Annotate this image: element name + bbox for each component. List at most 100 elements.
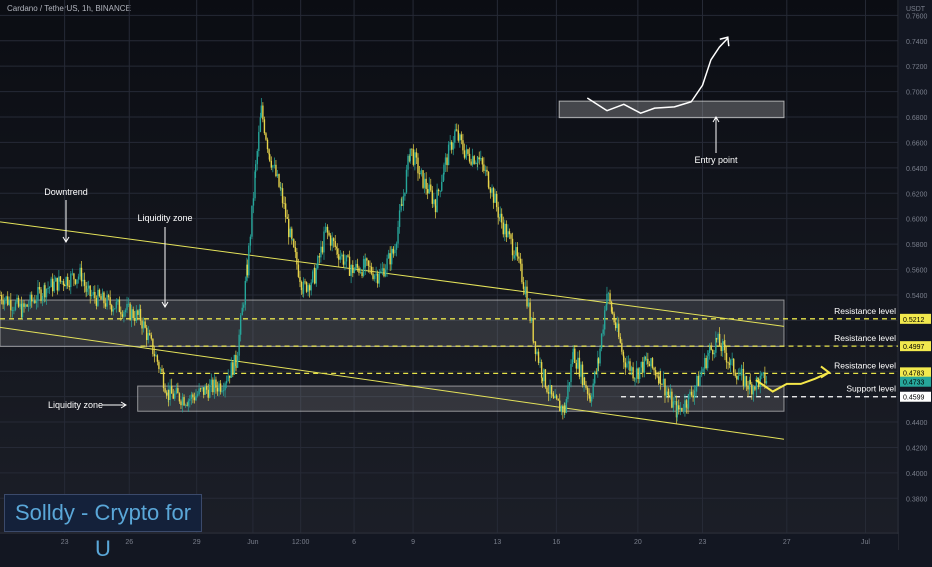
- candle-body: [224, 383, 226, 391]
- candle-body: [431, 190, 434, 204]
- candle-body: [161, 368, 163, 372]
- candle-body: [665, 391, 668, 396]
- candle-body: [407, 155, 409, 170]
- candle-body: [359, 272, 362, 273]
- candle-body: [439, 190, 441, 192]
- candle-body: [283, 203, 285, 204]
- level-label: Resistance level: [834, 333, 896, 343]
- candle-body: [465, 154, 467, 158]
- level-label: Support level: [846, 384, 896, 394]
- candle-body: [505, 223, 508, 238]
- candle-body: [715, 338, 718, 340]
- candle-body: [288, 218, 290, 238]
- candle-body: [315, 268, 317, 284]
- candle-body: [324, 229, 327, 232]
- price-tag: 0.4733: [900, 376, 931, 387]
- candle-body: [45, 288, 48, 298]
- candle-body: [718, 333, 721, 347]
- candle-body: [765, 381, 768, 384]
- candle-body: [759, 375, 761, 388]
- candle-body: [653, 367, 655, 371]
- candle-body: [170, 385, 173, 394]
- candle-body: [0, 294, 1, 296]
- candle-body: [540, 362, 543, 378]
- candle-body: [294, 247, 297, 253]
- candle-body: [499, 217, 501, 219]
- candle-body: [372, 273, 374, 279]
- candle-body: [487, 171, 490, 188]
- y-tick-label: 0.4200: [906, 445, 928, 452]
- candle-body: [420, 170, 423, 172]
- candle-body: [124, 310, 127, 313]
- candle-body: [748, 379, 751, 390]
- candle-body: [650, 358, 652, 367]
- candle-body: [420, 170, 422, 175]
- candle-body: [95, 298, 98, 306]
- price-tag: 0.5212: [900, 313, 931, 324]
- candle-body: [607, 293, 610, 295]
- price-tag-text: 0.4733: [903, 380, 925, 387]
- candle-body: [565, 399, 568, 413]
- candle-body: [318, 256, 321, 258]
- candle-body: [397, 226, 399, 244]
- x-tick-label: 29: [193, 539, 201, 546]
- candle-body: [367, 260, 370, 266]
- candle-body: [675, 401, 678, 418]
- candle-body: [739, 374, 741, 376]
- candle-body: [233, 354, 236, 375]
- candle-body: [578, 357, 581, 377]
- candle-body: [611, 311, 614, 314]
- candle-body: [626, 363, 628, 368]
- candle-body: [80, 267, 83, 282]
- candle-body: [630, 367, 633, 371]
- candle-body: [741, 368, 743, 370]
- candle-body: [252, 198, 255, 206]
- candle-body: [764, 372, 766, 384]
- candle-body: [706, 356, 709, 369]
- candle-body: [268, 149, 270, 155]
- candle-body: [441, 181, 443, 191]
- channel-lower-line: [0, 326, 785, 440]
- candle-body: [347, 255, 349, 257]
- candle-body: [38, 287, 41, 290]
- candle-body: [486, 169, 488, 172]
- candle-body: [129, 303, 131, 320]
- candle-body: [40, 289, 42, 301]
- candle-body: [501, 213, 503, 223]
- time-axis-bg: [0, 534, 898, 550]
- candle-body: [635, 368, 638, 379]
- candle-body: [499, 213, 501, 218]
- candle-body: [23, 303, 25, 307]
- candle-body: [442, 174, 444, 182]
- candle-body: [329, 235, 332, 246]
- candle-body: [112, 309, 114, 312]
- candle-body: [137, 310, 139, 315]
- candle-body: [546, 387, 548, 393]
- candle-body: [34, 300, 36, 303]
- candle-body: [570, 364, 572, 383]
- candle-body: [305, 282, 308, 292]
- candle-body: [383, 268, 385, 277]
- candle-body: [149, 333, 151, 336]
- candle-body: [238, 334, 240, 356]
- candle-body: [352, 264, 354, 273]
- candle-body: [32, 300, 34, 302]
- candle-body: [762, 372, 765, 374]
- y-tick-label: 0.6600: [906, 140, 928, 147]
- candle-body: [177, 388, 179, 394]
- candle-body: [376, 273, 379, 284]
- candle-body: [71, 273, 74, 275]
- candle-body: [281, 188, 284, 204]
- candle-body: [740, 369, 743, 375]
- price-tag: 0.4783: [900, 367, 931, 378]
- candle-body: [259, 117, 262, 132]
- candle-body: [204, 386, 206, 395]
- y-tick-label: 0.7400: [906, 39, 928, 46]
- candle-body: [272, 165, 274, 168]
- candle-body: [203, 387, 205, 395]
- candle-body: [467, 149, 469, 154]
- candle-body: [599, 348, 601, 364]
- candle-body: [552, 394, 554, 397]
- candle-body: [41, 295, 44, 301]
